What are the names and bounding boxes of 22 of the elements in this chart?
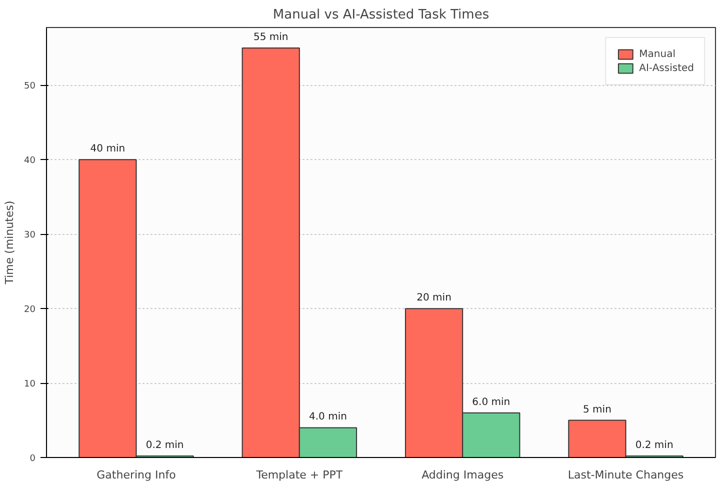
y-tick-label: 20 [24,305,36,316]
y-tick-label: 50 [24,82,36,92]
data-label: 55 min [253,32,288,43]
x-tick-label: Last-Minute Changes [568,468,684,482]
x-tick-label: Template + PPT [255,468,343,482]
data-label: 20 min [416,292,452,304]
data-label: 5 min [583,404,612,416]
y-tick-label: 40 [24,156,36,166]
y-tick-label: 30 [24,230,36,241]
data-label: 0.2 min [635,440,674,452]
chart-title: Manual vs AI-Assisted Task Times [272,8,490,22]
x-tick-label: Adding Images [422,468,504,482]
data-label: 6.0 min [472,396,510,408]
data-label: 4.0 min [309,412,347,423]
legend-label: Manual [639,48,676,60]
data-label: 40 min [90,144,126,155]
y-axis-title: Time (minutes) [3,200,16,286]
x-tick-label: Gathering Info [96,468,176,482]
y-tick-label: 10 [24,380,36,390]
legend-label: AI-Assisted [639,62,694,74]
data-label: 0.2 min [146,440,184,452]
y-tick-label: 0 [30,454,36,464]
